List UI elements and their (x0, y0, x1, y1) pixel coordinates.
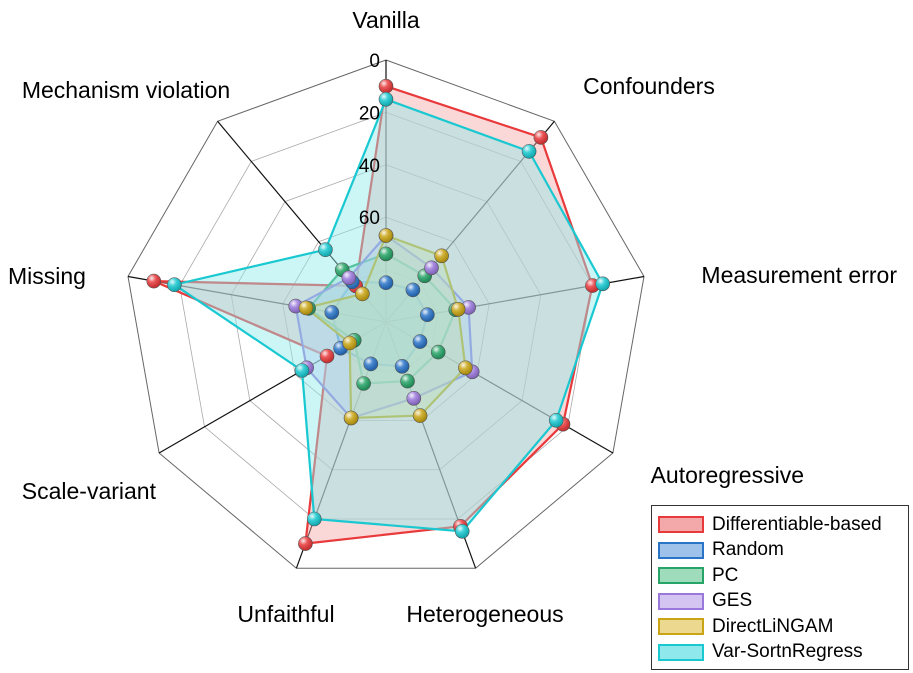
legend-item: DirectLiNGAM (658, 614, 908, 640)
data-point-shine (434, 248, 449, 263)
radial-tick-label: 60 (359, 208, 380, 229)
data-point-shine (341, 270, 356, 285)
data-point-shine (342, 336, 357, 350)
data-point-shine (379, 79, 393, 94)
legend-label: Random (712, 539, 784, 561)
data-point-shine (318, 242, 333, 257)
data-point-shine (395, 359, 410, 374)
data-point-shine (146, 274, 161, 289)
legend-label: GES (712, 590, 753, 612)
legend-swatch (658, 592, 704, 610)
legend-swatch (658, 516, 704, 534)
axis-label: Mechanism violation (22, 77, 230, 103)
radial-tick-label: 40 (359, 156, 380, 177)
legend-label: PC (712, 564, 739, 586)
radial-tick-label: 0 (369, 51, 380, 72)
data-point-shine (356, 376, 371, 391)
data-point-shine (299, 300, 313, 315)
axis-labels: Vanilla Confounders Measurement error Autor… (8, 7, 897, 627)
legend-label: DirectLiNGAM (712, 615, 834, 637)
data-point-shine (295, 363, 309, 378)
data-point-shine (298, 536, 313, 551)
data-point-shine (595, 276, 610, 291)
data-point-shine (431, 345, 446, 360)
radar-series (146, 78, 611, 551)
axis-label: Heterogeneous (406, 601, 563, 627)
grid-ring (333, 269, 439, 372)
data-point-shine (344, 411, 359, 425)
axis-label: Measurement error (701, 262, 897, 288)
legend-item: Random (658, 538, 908, 564)
legend-item: PC (658, 563, 908, 589)
data-point-shine (320, 349, 334, 364)
legend-label: Differentiable-based (712, 513, 882, 535)
grid-ring (127, 59, 645, 569)
grid-ring (230, 164, 542, 471)
data-point-shine (379, 228, 393, 243)
legend: Differentiable-based Random PC GES DirectLiN… (651, 505, 909, 670)
axis-label: Autoregressive (651, 462, 804, 488)
data-point-shine (167, 277, 182, 292)
radial-tick-label: 20 (359, 103, 380, 124)
legend-swatch (658, 643, 704, 661)
data-point-shine (458, 360, 473, 375)
grid-ring (179, 111, 593, 520)
axis-label: Scale-variant (22, 478, 157, 504)
legend-item: GES (658, 589, 908, 615)
axis-label: Unfaithful (237, 601, 334, 627)
data-point-shine (451, 302, 466, 317)
data-point-shine (413, 334, 427, 349)
series-area (153, 84, 594, 545)
data-point-shine (379, 275, 393, 290)
grid-ring (282, 216, 490, 421)
data-point-shine (413, 408, 428, 423)
axis-label: Confounders (583, 73, 715, 99)
legend-item: Differentiable-based (658, 512, 908, 538)
axis-label: Missing (8, 263, 86, 289)
data-point-shine (324, 305, 339, 320)
data-point-shine (420, 307, 435, 322)
data-point-shine (424, 260, 439, 275)
data-point-shine (307, 512, 322, 526)
data-point-shine (355, 286, 370, 301)
series-area (171, 97, 604, 533)
axis-label: Vanilla (352, 7, 420, 33)
data-point-shine (533, 130, 548, 145)
data-point-shine (406, 391, 421, 406)
legend-swatch (658, 541, 704, 559)
legend-swatch (658, 618, 704, 636)
data-point-shine (405, 282, 420, 297)
radial-ticks: 0 20 40 60 (359, 51, 380, 229)
data-point-shine (379, 246, 393, 261)
data-point-shine (363, 356, 378, 371)
data-point-shine (522, 144, 537, 159)
data-point-shine (549, 413, 564, 428)
legend-swatch (658, 567, 704, 585)
data-point-shine (379, 92, 393, 107)
data-point-shine (400, 374, 415, 389)
data-point-shine (455, 524, 470, 539)
legend-item: Var-SortnRegress (658, 640, 908, 666)
legend-label: Var-SortnRegress (712, 641, 863, 663)
